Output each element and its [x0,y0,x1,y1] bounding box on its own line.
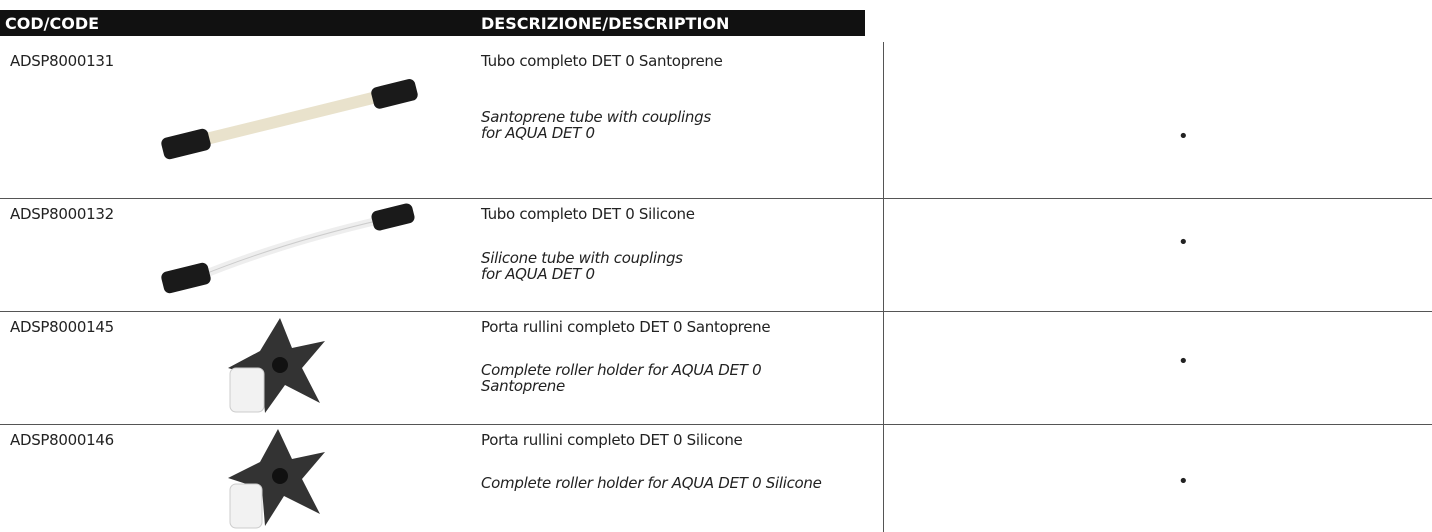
availability-mark: • [1178,351,1189,372]
availability-mark: • [1178,232,1189,253]
header-bar: COD/CODE DESCRIZIONE/DESCRIPTION [0,10,865,36]
product-description: Complete roller holder for AQUA DET 0 [481,361,762,379]
product-name: Tubo completo DET 0 Silicone [481,205,695,223]
product-code: ADSP8000146 [10,431,114,449]
product-name: Porta rullini completo DET 0 Santoprene [481,318,771,336]
row-divider [0,311,1432,312]
roller-image [228,318,325,413]
product-code: ADSP8000145 [10,318,114,336]
product-description: Santoprene [481,377,565,395]
product-description: for AQUA DET 0 [481,265,595,283]
column-divider [883,42,884,532]
tube-image [161,203,415,294]
row-divider [0,198,1432,199]
availability-mark: • [1178,471,1189,492]
product-description: Complete roller holder for AQUA DET 0 Si… [481,474,822,492]
availability-mark: • [1178,126,1189,147]
product-description: for AQUA DET 0 [481,124,595,142]
tube-image [161,79,418,160]
product-name: Porta rullini completo DET 0 Silicone [481,431,743,449]
roller-image [228,429,325,529]
product-code: ADSP8000132 [10,205,114,223]
row-divider [0,424,1432,425]
product-description: Silicone tube with couplings [481,249,683,267]
header-code: COD/CODE [5,14,100,33]
header-description: DESCRIZIONE/DESCRIPTION [481,14,730,33]
product-description: Santoprene tube with couplings [481,108,711,126]
product-code: ADSP8000131 [10,52,114,70]
product-name: Tubo completo DET 0 Santoprene [481,52,723,70]
